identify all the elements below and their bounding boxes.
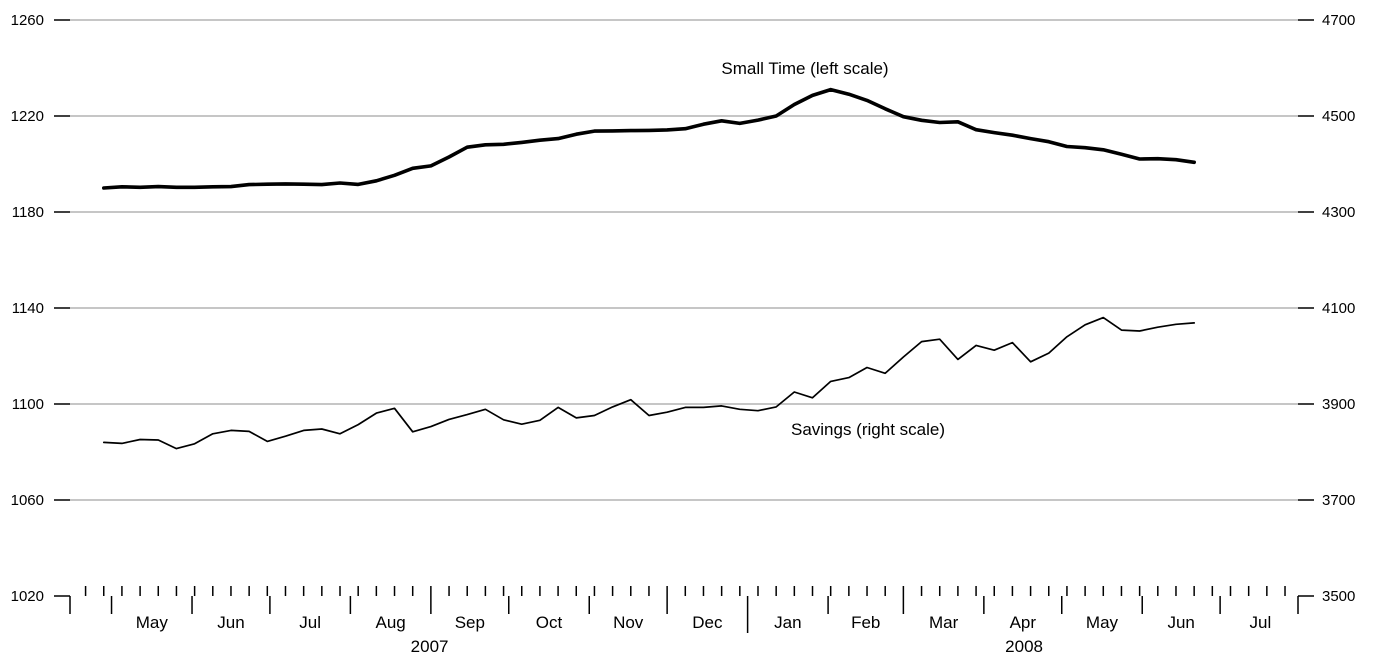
year-label: 2007 <box>411 637 449 656</box>
month-label: Sep <box>455 613 485 632</box>
left-y-tick-label: 1260 <box>11 12 44 29</box>
series-label-small-time: Small Time (left scale) <box>721 59 888 78</box>
month-label: Nov <box>613 613 644 632</box>
right-y-tick-label: 3700 <box>1322 492 1355 509</box>
month-label: Aug <box>376 613 406 632</box>
year-label: 2008 <box>1005 637 1043 656</box>
left-y-tick-label: 1020 <box>11 588 44 605</box>
month-label: Jul <box>299 613 321 632</box>
right-y-axis: 3500 3700 3900 4100 4300 4500 4700 <box>1298 12 1355 605</box>
left-y-tick-label: 1220 <box>11 108 44 125</box>
month-label: Jun <box>217 613 244 632</box>
right-y-tick-label: 4100 <box>1322 300 1355 317</box>
right-y-tick-label: 4500 <box>1322 108 1355 125</box>
month-label: Jul <box>1249 613 1271 632</box>
month-label: Apr <box>1010 613 1037 632</box>
left-y-tick-label: 1060 <box>11 492 44 509</box>
month-label: Mar <box>929 613 959 632</box>
month-label: Oct <box>536 613 563 632</box>
left-y-tick-label: 1180 <box>12 204 44 221</box>
right-y-tick-label: 4300 <box>1322 204 1355 221</box>
series-lines <box>102 87 1196 450</box>
left-y-tick-label: 1140 <box>12 300 44 317</box>
left-y-axis: 1020 1060 1100 1140 1180 1220 1260 <box>11 12 70 605</box>
axes <box>69 596 1299 614</box>
month-label: May <box>136 613 169 632</box>
gridlines <box>70 19 1298 501</box>
right-y-tick-label: 3500 <box>1322 588 1355 605</box>
left-y-tick-label: 1100 <box>12 396 44 413</box>
right-y-tick-label: 4700 <box>1322 12 1355 29</box>
x-axis: May Jun Jul Aug Sep Oct Nov Dec Jan Feb Mar Apr May J… <box>84 586 1286 656</box>
month-label: Jan <box>774 613 801 632</box>
series-label-savings: Savings (right scale) <box>791 420 945 439</box>
series-line-small-time <box>102 87 1196 190</box>
month-label: May <box>1086 613 1119 632</box>
series-line-savings <box>102 316 1196 450</box>
month-label: Dec <box>692 613 723 632</box>
month-label: Jun <box>1167 613 1194 632</box>
month-label: Feb <box>851 613 880 632</box>
right-y-tick-label: 3900 <box>1322 396 1355 413</box>
